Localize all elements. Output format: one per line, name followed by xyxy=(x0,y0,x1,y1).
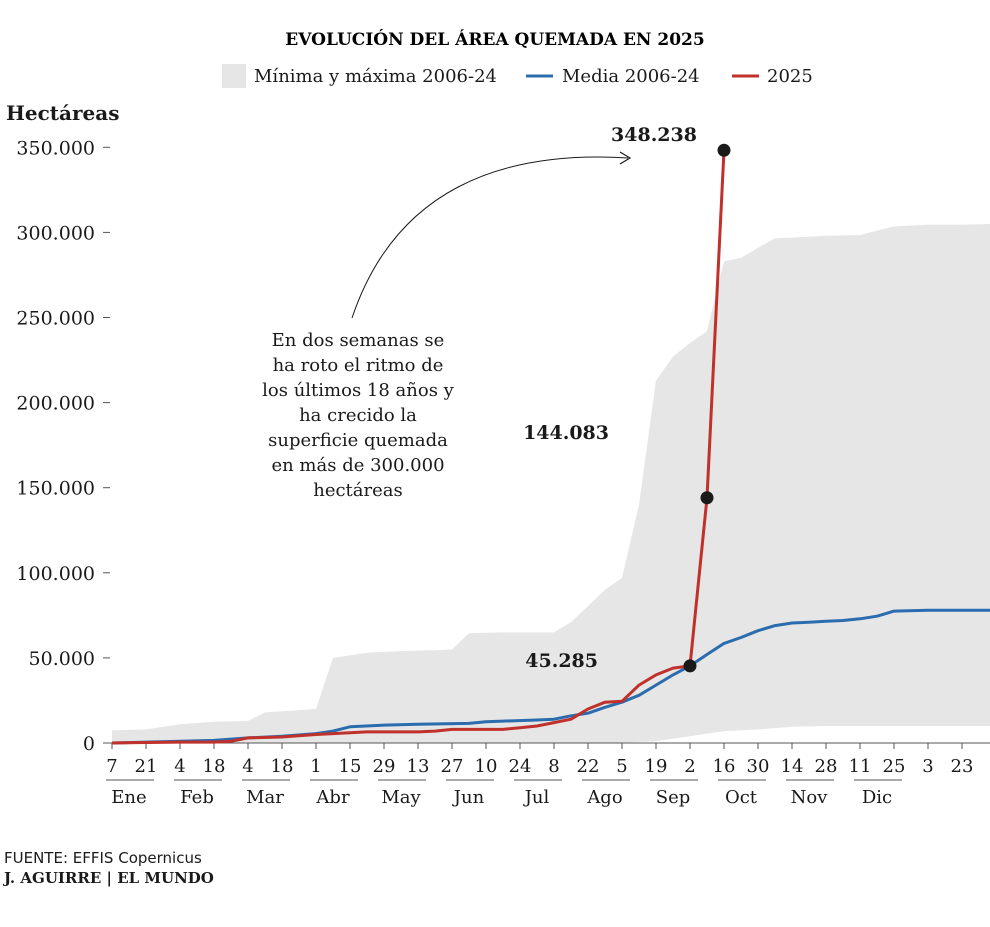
x-month-label: Feb xyxy=(180,787,214,808)
x-tick-label: 29 xyxy=(373,756,396,777)
x-tick-label: 7 xyxy=(106,756,117,777)
x-month-label: May xyxy=(381,787,421,808)
data-label-start: 45.285 xyxy=(525,650,598,672)
source-note: FUENTE: EFFIS Copernicus xyxy=(4,849,202,867)
x-month-label: Dic xyxy=(862,787,892,808)
legend-band-swatch xyxy=(222,64,246,88)
x-month-label: Abr xyxy=(315,787,350,808)
annotation-arrow xyxy=(351,156,629,319)
annotation-line: superficie quemada xyxy=(268,430,448,451)
x-tick-label: 10 xyxy=(475,756,498,777)
x-tick-label: 2 xyxy=(684,756,695,777)
x-tick-label: 8 xyxy=(548,756,559,777)
x-tick-label: 13 xyxy=(407,756,430,777)
line-2025 xyxy=(111,150,726,745)
x-tick-label: 18 xyxy=(271,756,294,777)
x-tick-label: 23 xyxy=(951,756,974,777)
x-tick-label: 21 xyxy=(135,756,158,777)
x-tick-label: 15 xyxy=(339,756,362,777)
data-label-peak: 348.238 xyxy=(611,124,697,146)
x-month-label: Ago xyxy=(586,787,622,808)
y-tick-label: 300.000 xyxy=(16,222,95,244)
x-tick-label: 24 xyxy=(509,756,532,777)
annotation-line: los últimos 18 años y xyxy=(262,380,455,401)
y-tick-label: 0 xyxy=(83,733,95,755)
data-label-mid: 144.083 xyxy=(523,422,609,444)
annotation-arrowhead xyxy=(619,151,632,165)
legend-band-label: Mínima y máxima 2006-24 xyxy=(254,66,497,87)
x-tick-label: 16 xyxy=(713,756,736,777)
x-tick-label: 4 xyxy=(242,756,253,777)
annotation-line: ha roto el ritmo de xyxy=(273,355,444,376)
x-tick-label: 22 xyxy=(577,756,600,777)
x-tick-label: 18 xyxy=(203,756,226,777)
highlight-markers xyxy=(683,143,731,673)
legend: Mínima y máxima 2006-24 Media 2006-24 20… xyxy=(222,64,813,88)
x-tick-label: 25 xyxy=(883,756,906,777)
y-tick-label: 350.000 xyxy=(16,137,95,159)
annotation: En dos semanas se ha roto el ritmo de lo… xyxy=(262,330,455,501)
x-tick-label: 1 xyxy=(310,756,321,777)
x-tick-label: 19 xyxy=(645,756,668,777)
annotation-line: ha crecido la xyxy=(299,405,417,426)
x-month-label: Jul xyxy=(523,787,550,808)
x-tick-label: 3 xyxy=(922,756,933,777)
x-tick-label: 14 xyxy=(781,756,804,777)
series-layer xyxy=(111,150,990,745)
min-max-band xyxy=(112,224,990,743)
y-tick-label: 50.000 xyxy=(29,648,95,670)
x-tick-label: 27 xyxy=(441,756,464,777)
highlight-point xyxy=(717,143,731,157)
chart: EVOLUCIÓN DEL ÁREA QUEMADA EN 2025 Mínim… xyxy=(6,29,990,808)
annotation-line: hectáreas xyxy=(313,480,403,501)
y-tick-label: 200.000 xyxy=(16,393,95,415)
y-axis-title: Hectáreas xyxy=(6,101,119,125)
highlight-point xyxy=(700,491,714,505)
legend-media-label: Media 2006-24 xyxy=(562,66,700,87)
x-tick-label: 11 xyxy=(849,756,872,777)
annotation-line: En dos semanas se xyxy=(272,330,445,351)
y-tick-label: 150.000 xyxy=(16,478,95,500)
x-tick-label: 30 xyxy=(747,756,770,777)
x-tick-label: 4 xyxy=(174,756,185,777)
x-axis: 7 21 4 18 4 18 1 15 29 13 27 10 24 8 22 5 19 2 16 30 14 28 11 2… xyxy=(103,742,990,808)
min-max-band-layer xyxy=(112,224,990,743)
x-month-label: Ene xyxy=(111,787,146,808)
legend-2025-label: 2025 xyxy=(767,66,813,87)
y-axis: 0 50.000 100.000 150.000 200.000 250.000 300.0… xyxy=(16,137,110,755)
x-month-label: Jun xyxy=(452,787,485,808)
x-month-label: Nov xyxy=(791,787,829,808)
highlight-point xyxy=(683,659,697,673)
y-tick-label: 250.000 xyxy=(16,308,95,330)
x-tick-label: 5 xyxy=(616,756,627,777)
x-month-label: Oct xyxy=(725,787,758,808)
x-month-label: Mar xyxy=(246,787,284,808)
x-month-label: Sep xyxy=(656,787,691,808)
annotation-line: en más de 300.000 xyxy=(271,455,444,476)
y-tick-label: 100.000 xyxy=(16,563,95,585)
chart-title: EVOLUCIÓN DEL ÁREA QUEMADA EN 2025 xyxy=(285,29,704,50)
credit-note: J. AGUIRRE | EL MUNDO xyxy=(4,869,214,887)
x-tick-label: 28 xyxy=(815,756,838,777)
